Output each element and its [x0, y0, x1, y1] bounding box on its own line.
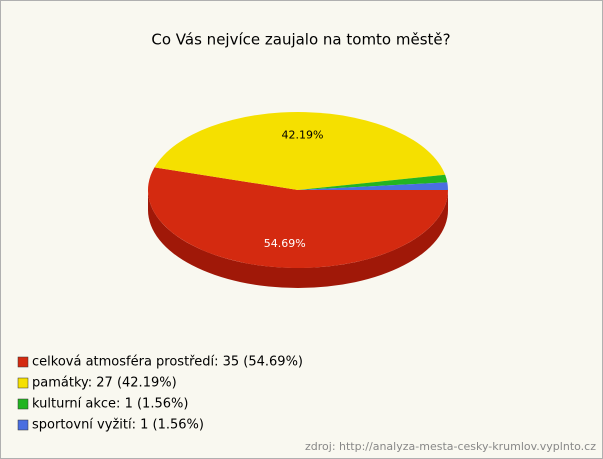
slice: [298, 182, 448, 190]
slice-side: [148, 190, 448, 288]
slice: [298, 174, 448, 190]
slice-label: 42.19%: [281, 128, 323, 141]
legend-label: sportovní vyžití: 1 (1.56%): [32, 418, 204, 433]
slice: [154, 111, 446, 190]
legend-label: celková atmosféra prostředí: 35 (54.69%): [32, 355, 303, 370]
source: zdroj: http://analyza-mesta-cesky-krumlo…: [305, 440, 596, 453]
legend-swatch: [17, 377, 29, 389]
slice: [148, 167, 448, 268]
legend-swatch: [17, 419, 29, 431]
legend-label: kulturní akce: 1 (1.56%): [32, 397, 188, 412]
legend-swatch: [17, 356, 29, 368]
legend-label: památky: 27 (42.19%): [32, 376, 177, 391]
slice-label: 54.69%: [264, 237, 306, 250]
legend-swatch: [17, 398, 29, 410]
chart-title: Co Vás nejvíce zaujalo na tomto městě?: [151, 31, 450, 49]
